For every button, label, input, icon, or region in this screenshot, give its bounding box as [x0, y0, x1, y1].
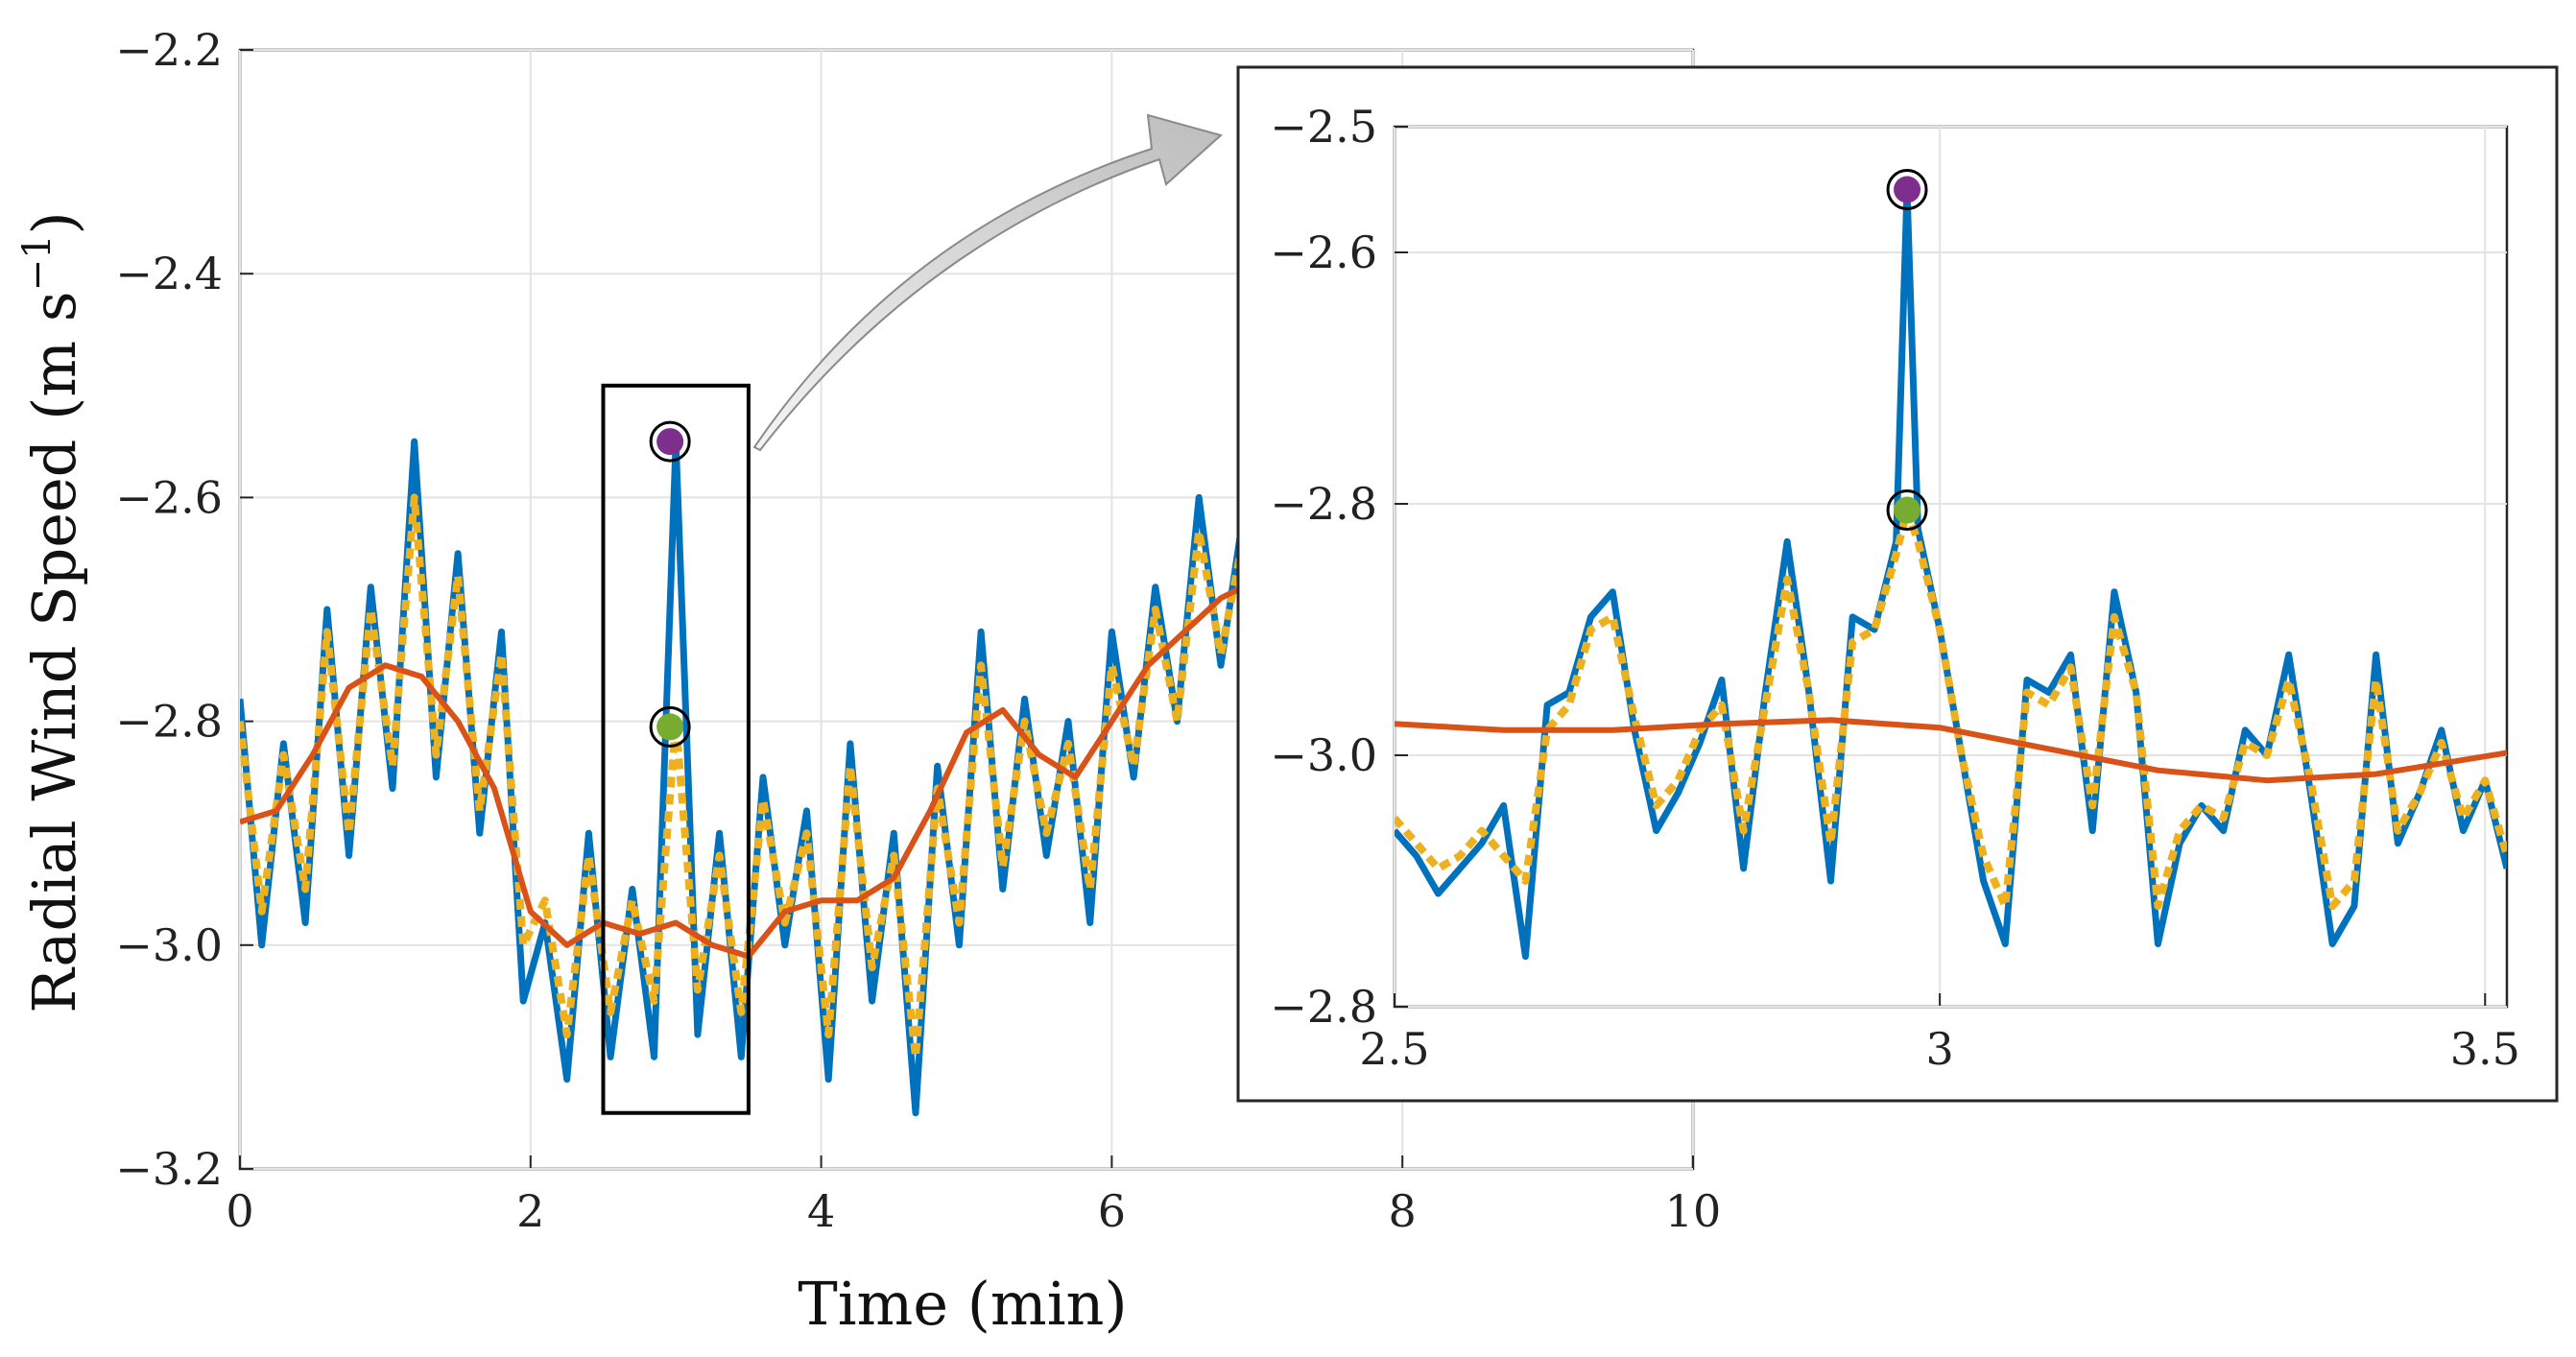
inset-y-tick-label: −2.8: [1270, 478, 1377, 530]
inset-x-tick-labels: 2.5 3 3.5: [1359, 1023, 2519, 1075]
highlight-box: [601, 383, 751, 1115]
main-markers: [649, 420, 691, 748]
inset-marker-outlier: [1894, 176, 1921, 203]
main-y-tick-label: −2.8: [115, 696, 223, 748]
main-marker-outlier-ring: [649, 420, 691, 463]
inset-plot-area: [1393, 125, 2509, 1009]
x-axis-label: Time (min): [798, 1269, 1127, 1339]
y-axis-label: Radial Wind Speed (m s−1): [15, 211, 89, 1013]
main-y-tick-labels: −2.2 −2.4 −2.6 −2.8 −3.0 −3.2: [115, 24, 223, 1195]
inset-marker-outlier-ring: [1886, 169, 1928, 210]
inset-markers: [1886, 169, 1928, 532]
inset-grid: [1394, 126, 2507, 1008]
main-marker-corrected-ring: [649, 705, 691, 748]
main-marker-corrected: [656, 713, 684, 741]
main-y-tick-label: −2.4: [115, 248, 223, 299]
zoom-arrow-icon: [752, 113, 1224, 452]
main-y-tick-label: −3.0: [115, 919, 223, 971]
main-x-tick-label: 6: [1098, 1185, 1126, 1237]
main-y-tick-label: −3.2: [115, 1143, 223, 1195]
main-series-filtered: [240, 493, 1247, 1061]
inset-marker-corrected: [1894, 496, 1921, 524]
main-x-tick-label: 8: [1389, 1185, 1417, 1237]
inset-series-filtered: [1395, 506, 2507, 911]
main-x-tick-label: 4: [807, 1185, 835, 1237]
main-x-tick-labels: 0 2 4 6 8 10: [226, 1185, 1721, 1237]
inset-y-tick-label: −2.8: [1270, 981, 1377, 1033]
inset-x-tick-label: 3.5: [2450, 1023, 2520, 1075]
main-marker-outlier: [656, 428, 684, 456]
inset-panel: 2.5 3 3.5 −2.5 −2.6 −2.8 −3.0 −2.8: [1236, 65, 2559, 1103]
inset-y-tick-label: −2.5: [1270, 101, 1377, 153]
main-y-tick-label: −2.6: [115, 471, 223, 523]
main-y-tick-label: −2.2: [115, 24, 223, 76]
inset-y-tick-labels: −2.5 −2.6 −2.8 −3.0 −2.8: [1270, 101, 1377, 1033]
y-axis-label-close: ): [19, 211, 89, 234]
inset-series: [1395, 186, 2507, 961]
inset-x-tick-label: 3: [1925, 1023, 1953, 1075]
main-x-tick-label: 10: [1665, 1185, 1722, 1237]
y-axis-label-exponent: −1: [15, 234, 60, 291]
inset-y-tick-label: −3.0: [1270, 729, 1377, 781]
inset-series-trend: [1395, 717, 2507, 784]
inset-y-tick-label: −2.6: [1270, 226, 1377, 278]
inset-x-tick-label: 2.5: [1359, 1023, 1429, 1075]
main-x-tick-label: 2: [516, 1185, 544, 1237]
y-axis-label-text: Radial Wind Speed (m s: [19, 291, 89, 1012]
inset-marker-corrected-ring: [1886, 489, 1928, 532]
main-x-tick-label: 0: [226, 1185, 253, 1237]
